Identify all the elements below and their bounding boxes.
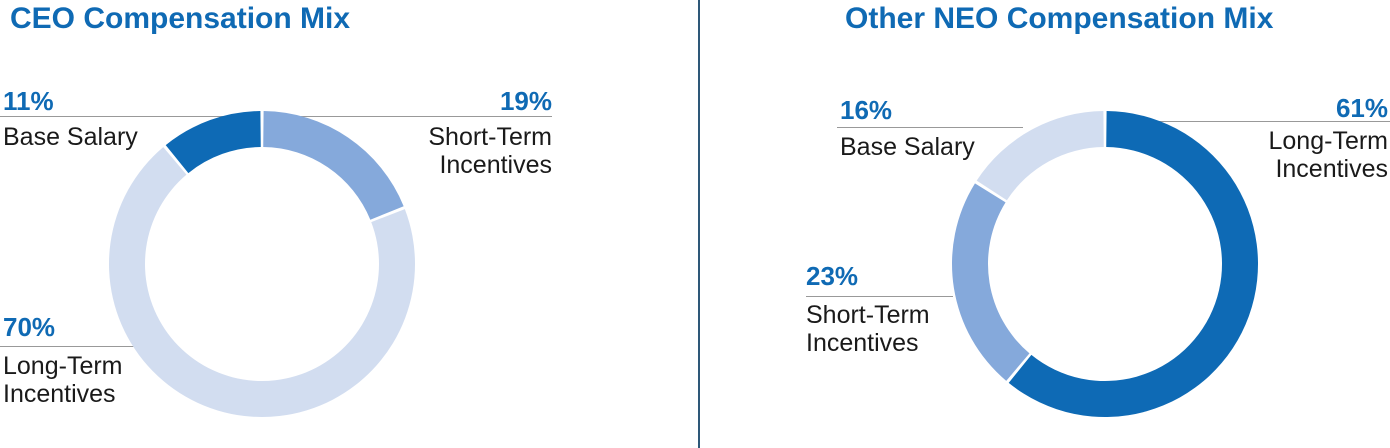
neo-short-term-leader-line — [806, 296, 953, 297]
neo-base-salary-leader-line — [837, 127, 1023, 128]
ceo-short-term-leader-line — [293, 116, 552, 117]
neo-short-term-label-line2: Incentives — [806, 329, 919, 357]
neo-short-term-pct: 23% — [806, 261, 859, 291]
ceo-base-salary-pct: 11% — [3, 86, 54, 116]
ceo-base-salary-leader-line — [0, 116, 242, 117]
neo-long-term-label: Long-Term Incentives — [1188, 127, 1389, 183]
neo-base-salary-label: Base Salary — [840, 133, 975, 161]
ceo-base-salary-label: Base Salary — [3, 123, 138, 151]
neo-donut-chart — [952, 111, 1259, 418]
ceo-short-term-pct: 19% — [499, 86, 552, 116]
ceo-chart-title: CEO Compensation Mix — [10, 2, 351, 35]
neo-base-salary-pct: 16% — [840, 95, 893, 125]
neo-short-term-label: Short-Term Incentives — [806, 301, 930, 357]
donut-segment-base-salary — [165, 111, 261, 174]
donut-segment-long-term-incentives — [109, 147, 416, 417]
neo-long-term-leader-line — [1145, 121, 1390, 122]
ceo-short-term-label-line1: Short-Term — [428, 123, 552, 151]
ceo-long-term-leader-line — [0, 346, 152, 347]
ceo-donut-chart — [109, 111, 416, 417]
donut-segment-long-term-incentives — [1008, 111, 1259, 418]
neo-long-term-pct: 61% — [1335, 93, 1388, 123]
neo-short-term-label-line1: Short-Term — [806, 301, 930, 329]
donut-segment-base-salary — [976, 111, 1104, 201]
ceo-long-term-label-line1: Long-Term — [3, 352, 123, 380]
donut-segment-short-term-incentives — [263, 111, 404, 220]
neo-chart-title: Other NEO Compensation Mix — [845, 2, 1274, 35]
neo-long-term-label-line2: Incentives — [1275, 155, 1388, 183]
ceo-short-term-label: Short-Term Incentives — [352, 123, 552, 179]
ceo-short-term-label-line2: Incentives — [439, 151, 552, 179]
ceo-long-term-label-line2: Incentives — [3, 380, 116, 408]
ceo-long-term-pct: 70% — [3, 312, 56, 342]
ceo-long-term-label: Long-Term Incentives — [3, 352, 123, 408]
vertical-divider — [698, 0, 700, 448]
donut-segment-short-term-incentives — [952, 183, 1030, 381]
neo-long-term-label-line1: Long-Term — [1268, 127, 1389, 155]
